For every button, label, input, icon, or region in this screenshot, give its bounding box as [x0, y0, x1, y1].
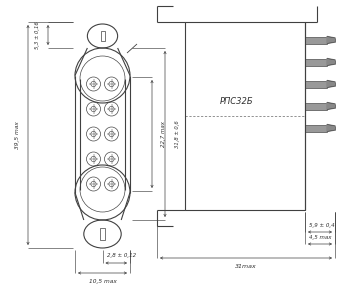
Text: 5,9 ± 0,4: 5,9 ± 0,4: [309, 223, 335, 228]
Bar: [100, 31, 104, 41]
Bar: [305, 102, 327, 109]
Text: 10,5 max: 10,5 max: [88, 278, 117, 284]
Text: 4,5 max: 4,5 max: [309, 235, 331, 239]
Bar: [305, 37, 327, 44]
Text: 22,7 max: 22,7 max: [161, 121, 166, 147]
Text: 31,8 ± 0,6: 31,8 ± 0,6: [174, 120, 179, 148]
Text: 2,8 ± 0,12: 2,8 ± 0,12: [107, 253, 136, 259]
Bar: [305, 124, 327, 131]
Text: 31max: 31max: [235, 264, 257, 268]
Bar: [305, 81, 327, 88]
Polygon shape: [327, 59, 335, 66]
Text: РПС32Б: РПС32Б: [220, 96, 254, 106]
Text: 5,3 ± 0,16: 5,3 ± 0,16: [35, 21, 40, 49]
Polygon shape: [327, 102, 335, 109]
Polygon shape: [327, 81, 335, 88]
Polygon shape: [327, 37, 335, 44]
Bar: [305, 59, 327, 66]
Polygon shape: [327, 124, 335, 131]
Bar: [100, 228, 105, 240]
Text: 39,5 max: 39,5 max: [14, 121, 19, 149]
Bar: [185, 22, 305, 210]
